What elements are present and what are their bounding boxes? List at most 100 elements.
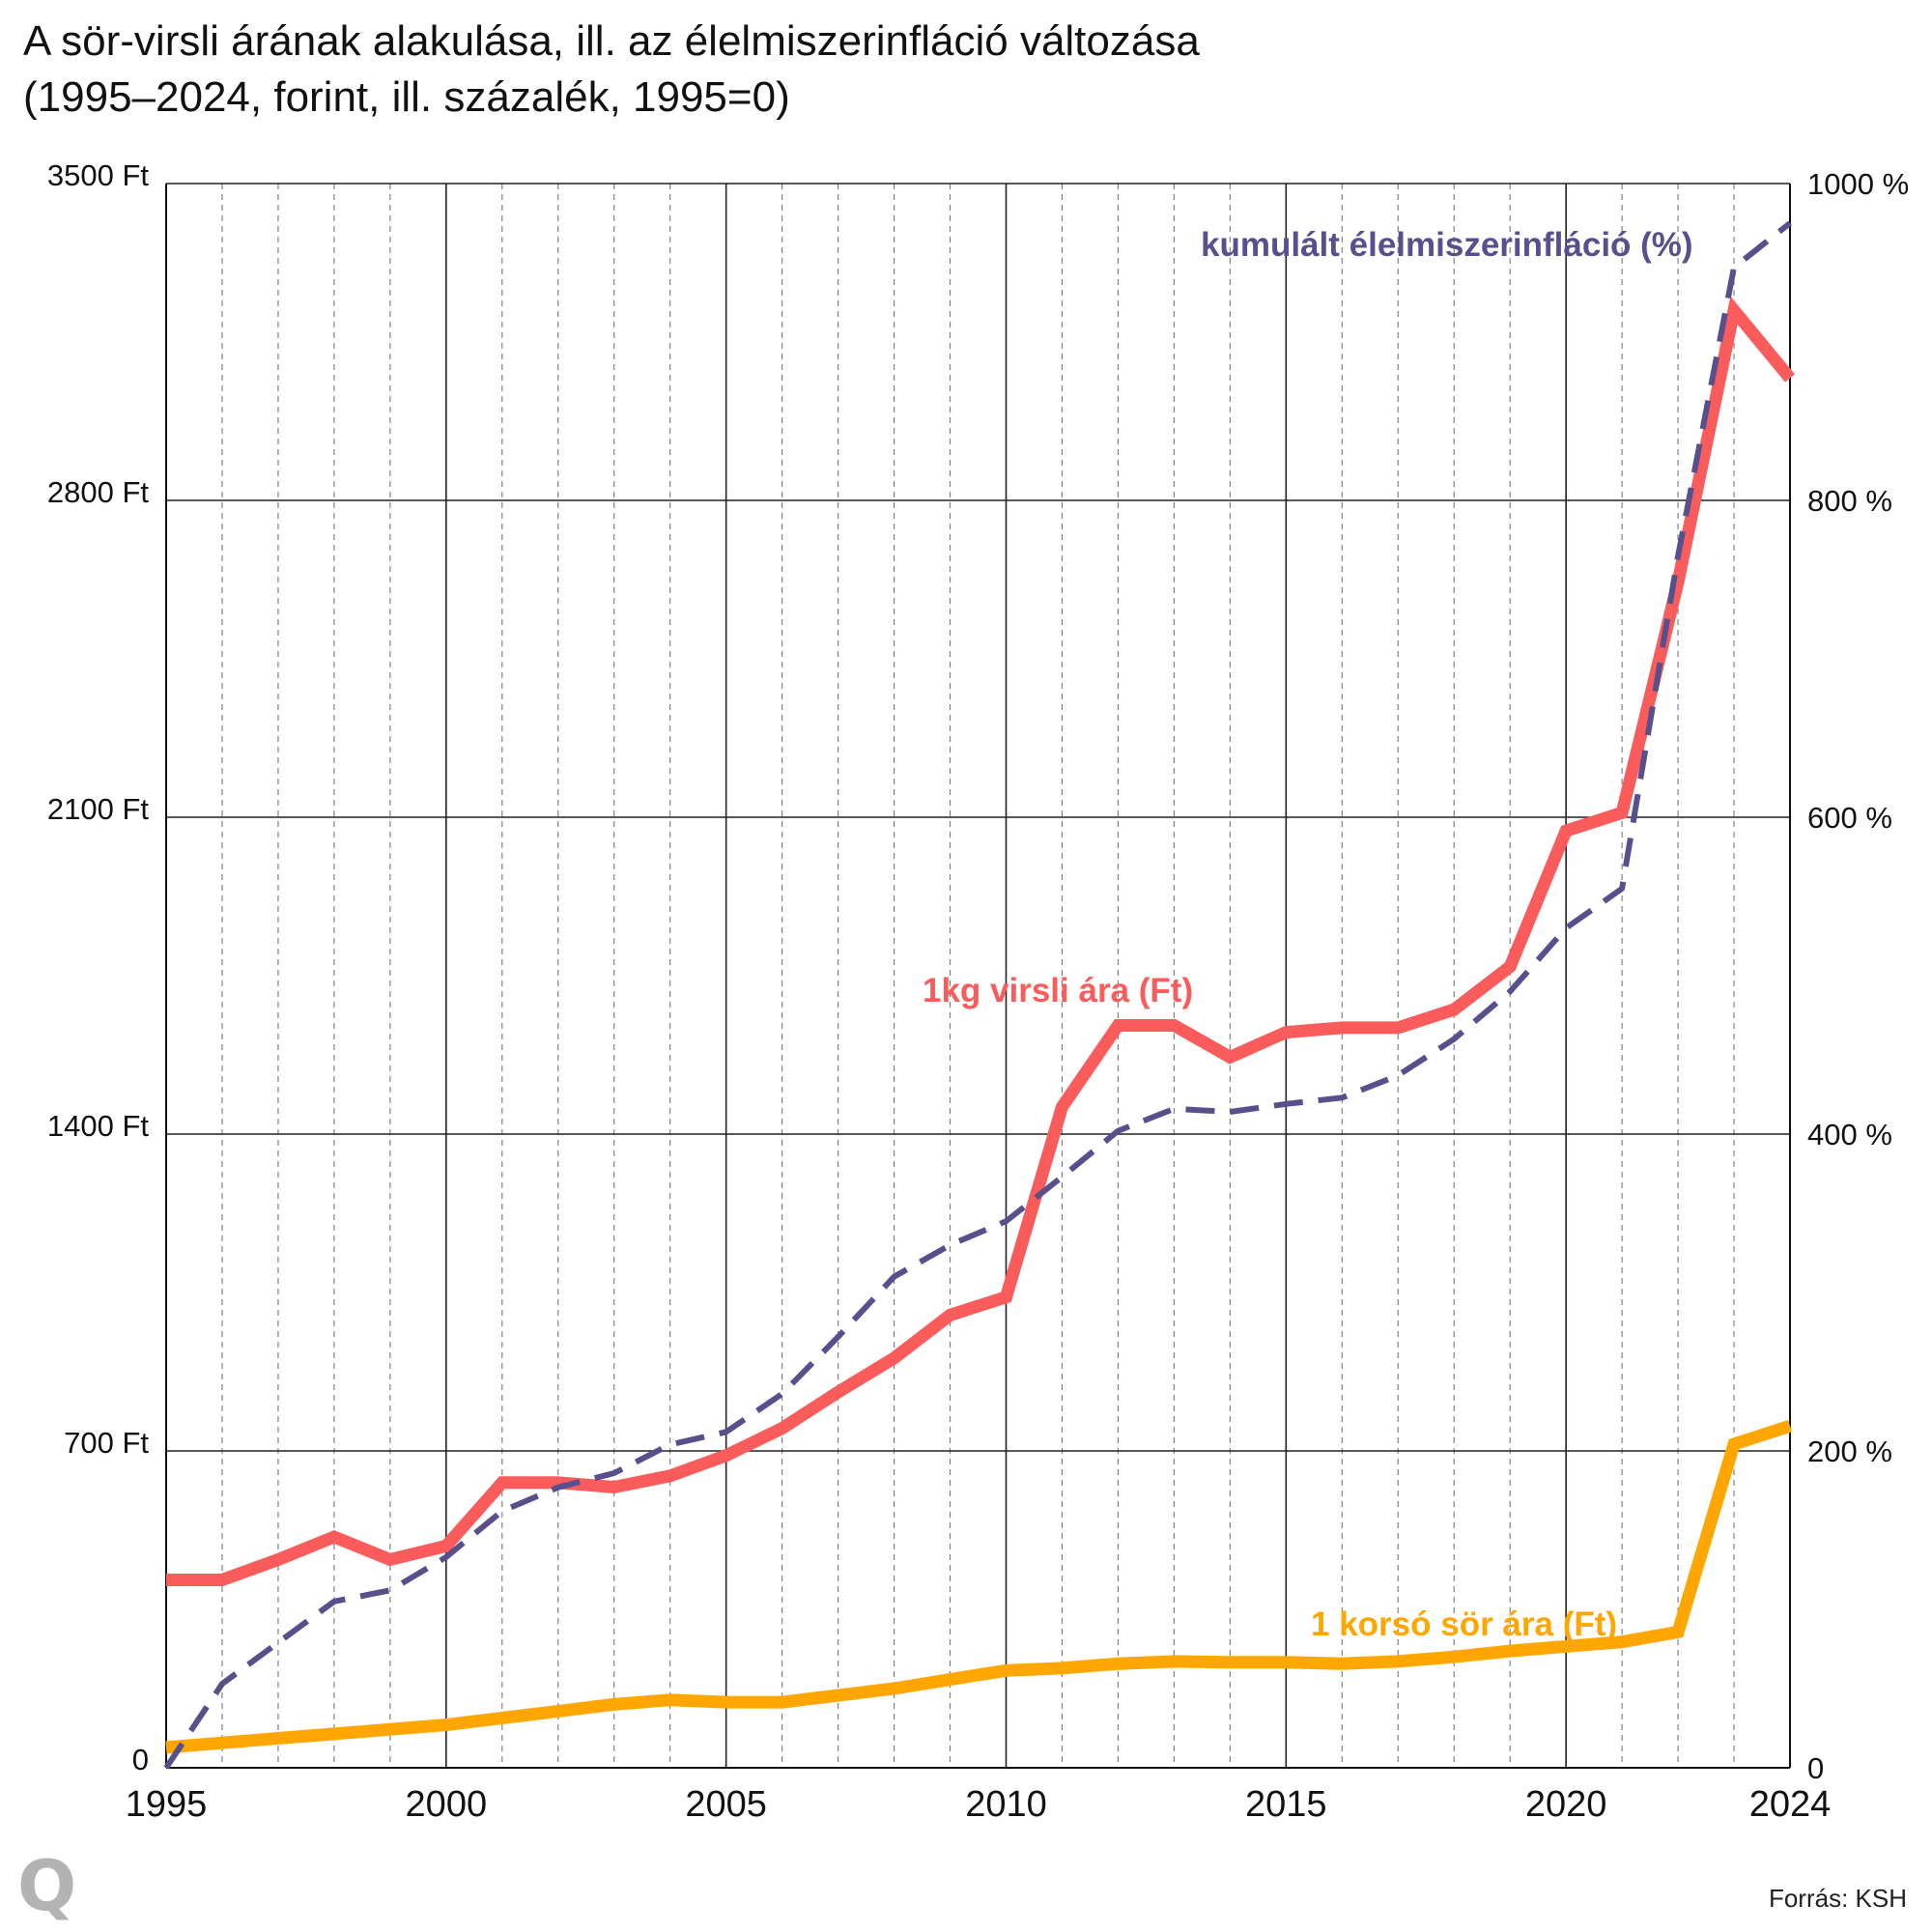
y-right-tick-label: 400 %: [1807, 1118, 1892, 1151]
data-point: [1173, 1661, 1175, 1662]
data-point: [1341, 1662, 1343, 1664]
data-point: [333, 1733, 335, 1735]
y-left-tick-label: 3500 Ft: [47, 158, 150, 192]
data-point: [1341, 1027, 1343, 1029]
data-point: [669, 1699, 671, 1701]
series-line-0: [166, 296, 1796, 1586]
data-point: [781, 1393, 783, 1395]
data-point: [1677, 1631, 1679, 1633]
data-point: [669, 1443, 671, 1445]
data-point: [1061, 1106, 1063, 1108]
data-point: [894, 1357, 895, 1359]
data-point: [1229, 1111, 1231, 1113]
data-point: [557, 1710, 559, 1712]
data-point: [1789, 222, 1791, 224]
data-point: [1453, 1009, 1455, 1010]
data-point: [1677, 554, 1679, 556]
data-point: [1117, 1025, 1119, 1027]
series-label-2: 1 korsó sör ára (Ft): [1311, 1605, 1617, 1643]
data-point: [838, 1694, 839, 1696]
y-left-tick-label: 700 Ft: [64, 1426, 149, 1460]
data-point: [1733, 309, 1735, 311]
data-point: [1117, 1130, 1119, 1132]
data-point: [1789, 1425, 1791, 1427]
data-point: [1397, 1027, 1399, 1029]
data-point: [1621, 811, 1623, 813]
data-point: [1117, 1662, 1119, 1664]
data-point: [950, 1314, 952, 1316]
y-right-tick-label: 200 %: [1807, 1435, 1892, 1468]
data-point: [221, 1742, 223, 1744]
y-right-tick-label: 1000 %: [1807, 167, 1909, 201]
data-point: [725, 1701, 727, 1703]
grid-lines: [166, 183, 1790, 1768]
data-point: [277, 1558, 279, 1560]
data-point: [725, 1455, 727, 1457]
data-point: [894, 1688, 895, 1690]
data-point: [1229, 1056, 1231, 1058]
data-point: [1229, 1662, 1231, 1663]
series-line-1: [163, 220, 1792, 1770]
data-point: [781, 1701, 783, 1703]
data-point: [1285, 1103, 1287, 1105]
data-point: [1285, 1032, 1287, 1034]
data-point: [277, 1641, 279, 1643]
data-point: [950, 1244, 952, 1246]
data-point: [1509, 1650, 1511, 1652]
data-point: [333, 1536, 335, 1538]
data-point: [333, 1601, 335, 1603]
data-point: [277, 1738, 279, 1740]
data-point: [1397, 1074, 1399, 1076]
data-point: [501, 1482, 503, 1484]
data-point: [1173, 1025, 1175, 1027]
x-tick-label: 2020: [1525, 1784, 1607, 1825]
data-point: [1005, 1296, 1007, 1298]
series-lines: [163, 220, 1796, 1770]
data-point: [781, 1428, 783, 1430]
x-tick-label: 2024: [1749, 1784, 1832, 1825]
data-point: [1285, 1662, 1287, 1663]
data-point: [1453, 1656, 1455, 1658]
data-point: [838, 1336, 839, 1338]
data-point: [165, 1767, 167, 1769]
data-point: [1005, 1669, 1007, 1671]
y-left-tick-label: 0: [132, 1743, 149, 1776]
x-tick-label: 2005: [685, 1784, 767, 1825]
data-point: [1565, 927, 1567, 929]
y-left-tick-label: 2100 Ft: [47, 792, 150, 826]
y-right-tick-label: 800 %: [1807, 484, 1892, 518]
series-line-2: [165, 1420, 1793, 1754]
data-point: [1621, 888, 1623, 890]
data-point: [1789, 377, 1791, 379]
x-tick-label: 1995: [126, 1784, 208, 1825]
data-point: [838, 1391, 839, 1393]
data-point: [501, 1510, 503, 1512]
data-point: [445, 1545, 447, 1547]
data-point: [1005, 1220, 1007, 1222]
data-point: [445, 1723, 447, 1725]
axes: 0 700 Ft 1400 Ft 2100 Ft 2800 Ft 3500 Ft 0 200 …: [47, 158, 1909, 1825]
data-point: [445, 1556, 447, 1558]
x-tick-label: 2010: [965, 1784, 1047, 1825]
series-label-0: 1kg virsli ára (Ft): [923, 972, 1193, 1009]
data-point: [669, 1475, 671, 1477]
data-point: [894, 1276, 895, 1278]
data-point: [1565, 1645, 1567, 1647]
data-point: [165, 1579, 167, 1581]
series-labels: 1kg virsli ára (Ft) kumulált élelmiszerin…: [923, 226, 1693, 1643]
data-point: [613, 1486, 615, 1488]
data-point: [725, 1431, 727, 1433]
data-point: [221, 1579, 223, 1581]
y-right-tick-label: 600 %: [1807, 801, 1892, 835]
data-point: [1677, 581, 1679, 582]
source-note: Forrás: KSH: [1768, 1884, 1907, 1913]
data-point: [1733, 267, 1735, 269]
data-point: [557, 1482, 559, 1484]
data-point: [1173, 1108, 1175, 1110]
x-tick-label: 2000: [406, 1784, 488, 1825]
data-point: [1061, 1176, 1063, 1178]
data-point: [165, 1747, 167, 1748]
series-label-1: kumulált élelmiszerinfláció (%): [1201, 226, 1693, 264]
data-point: [1621, 1641, 1623, 1643]
